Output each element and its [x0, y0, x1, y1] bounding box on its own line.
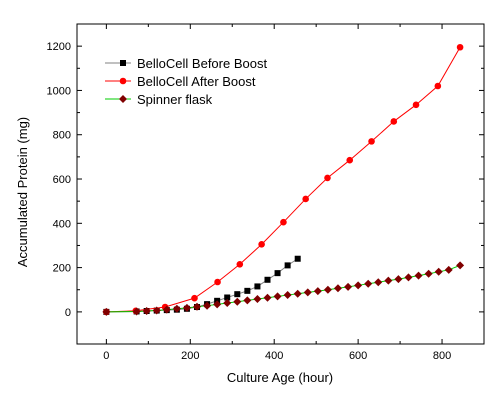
- y-tick-label: 200: [53, 263, 71, 275]
- data-point: [132, 307, 141, 316]
- data-point: [254, 283, 261, 290]
- data-point: [193, 302, 202, 311]
- data-point: [404, 273, 413, 282]
- x-tick-label: 0: [103, 350, 109, 362]
- series-line-0: [106, 258, 298, 313]
- data-point: [253, 295, 262, 304]
- data-point: [182, 303, 191, 312]
- data-point: [273, 292, 282, 301]
- data-point: [434, 82, 442, 90]
- data-point: [152, 306, 161, 315]
- data-point: [274, 270, 281, 277]
- data-point: [233, 297, 242, 306]
- legend-marker: [119, 77, 127, 85]
- series-line-2: [106, 264, 461, 313]
- legend-label: Spinner flask: [137, 92, 213, 107]
- data-point: [224, 294, 231, 301]
- y-tick-label: 800: [53, 130, 71, 142]
- series-line-1: [106, 47, 461, 313]
- data-point: [223, 299, 232, 308]
- data-point: [293, 289, 302, 298]
- data-point: [203, 301, 212, 310]
- data-point: [324, 174, 331, 182]
- data-point: [456, 43, 464, 51]
- legend-label: BelloCell Before Boost: [137, 56, 267, 71]
- data-point: [234, 291, 241, 298]
- data-point: [191, 294, 198, 302]
- data-point: [236, 260, 244, 268]
- data-point: [414, 271, 423, 280]
- legend-marker: [120, 60, 126, 66]
- legend: BelloCell Before Boost BelloCell After Bo…: [105, 56, 267, 107]
- y-tick-label: 1200: [47, 41, 71, 53]
- legend-marker: [119, 95, 127, 103]
- data-point: [444, 265, 453, 274]
- data-point: [244, 287, 251, 294]
- data-point: [280, 218, 287, 226]
- y-tick-label: 0: [65, 307, 71, 319]
- data-point: [214, 278, 221, 286]
- x-tick-label: 600: [349, 350, 367, 362]
- data-point: [374, 278, 383, 287]
- data-point: [394, 275, 403, 284]
- data-point: [424, 269, 433, 278]
- data-point: [302, 195, 309, 203]
- data-point: [263, 293, 272, 302]
- data-point: [264, 276, 271, 283]
- legend-label: BelloCell After Boost: [137, 74, 256, 89]
- data-point: [412, 101, 420, 109]
- data-point: [390, 118, 398, 125]
- data-point: [102, 307, 111, 316]
- data-point: [243, 296, 252, 305]
- data-point: [303, 288, 312, 297]
- data-point: [323, 285, 332, 294]
- data-point: [172, 304, 181, 313]
- data-point: [284, 262, 291, 269]
- x-tick-label: 800: [433, 350, 451, 362]
- y-tick-label: 600: [53, 174, 71, 186]
- data-point: [333, 284, 342, 293]
- x-axis-label: Culture Age (hour): [227, 370, 333, 385]
- data-point: [162, 305, 171, 314]
- plot-frame: [76, 23, 485, 345]
- data-point: [456, 261, 465, 270]
- y-tick-label: 1000: [47, 85, 71, 97]
- data-point: [313, 287, 322, 296]
- data-point: [258, 241, 265, 248]
- data-point: [344, 282, 353, 291]
- data-point: [346, 156, 354, 164]
- data-point: [283, 291, 292, 300]
- y-axis-label: Accumulated Protein (mg): [15, 117, 30, 267]
- data-point: [142, 307, 151, 316]
- x-tick-label: 200: [181, 350, 199, 362]
- data-point: [364, 279, 373, 288]
- x-tick-label: 400: [265, 350, 283, 362]
- data-point: [434, 267, 443, 276]
- data-point: [294, 255, 301, 262]
- data-point: [354, 281, 363, 290]
- y-tick-label: 400: [53, 218, 71, 230]
- plot-area: 0 200 400 600 800 0 200 400 600 800 1000 1200: [47, 23, 485, 362]
- data-point: [384, 276, 393, 285]
- data-point: [213, 300, 222, 309]
- data-point: [368, 138, 375, 145]
